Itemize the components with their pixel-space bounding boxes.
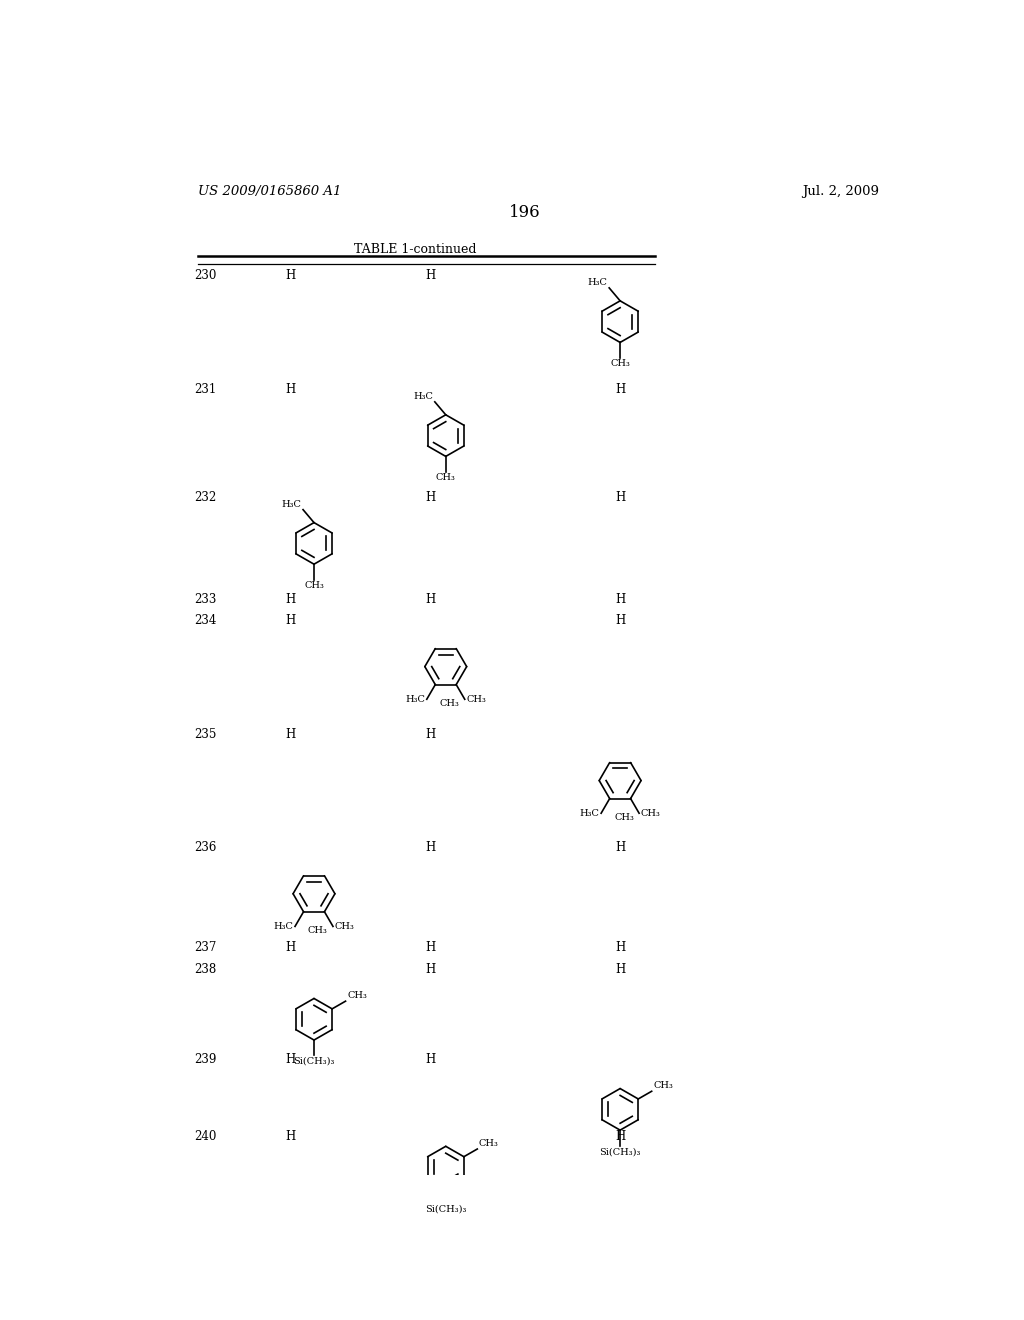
- Text: H₃C: H₃C: [273, 921, 294, 931]
- Text: 231: 231: [194, 383, 216, 396]
- Text: H: H: [615, 1130, 626, 1143]
- Text: H₃C: H₃C: [282, 500, 301, 510]
- Text: Si(CH₃)₃: Si(CH₃)₃: [599, 1147, 641, 1156]
- Text: 240: 240: [194, 1130, 216, 1143]
- Text: 196: 196: [509, 203, 541, 220]
- Text: H: H: [286, 941, 296, 954]
- Text: CH₃: CH₃: [610, 359, 630, 368]
- Text: H: H: [615, 614, 626, 627]
- Text: H₃C: H₃C: [588, 279, 607, 288]
- Text: H: H: [286, 1130, 296, 1143]
- Text: 238: 238: [194, 962, 216, 975]
- Text: H: H: [286, 269, 296, 282]
- Text: H₃C: H₃C: [406, 694, 425, 704]
- Text: CH₃: CH₃: [653, 1081, 673, 1090]
- Text: Si(CH₃)₃: Si(CH₃)₃: [425, 1205, 467, 1214]
- Text: CH₃: CH₃: [347, 991, 367, 1001]
- Text: CH₃: CH₃: [614, 813, 634, 822]
- Text: CH₃: CH₃: [466, 694, 486, 704]
- Text: CH₃: CH₃: [308, 927, 328, 935]
- Text: CH₃: CH₃: [436, 474, 456, 482]
- Text: US 2009/0165860 A1: US 2009/0165860 A1: [198, 185, 341, 198]
- Text: Jul. 2, 2009: Jul. 2, 2009: [802, 185, 880, 198]
- Text: TABLE 1-continued: TABLE 1-continued: [353, 243, 476, 256]
- Text: 230: 230: [194, 269, 216, 282]
- Text: H: H: [425, 1053, 435, 1065]
- Text: H: H: [286, 593, 296, 606]
- Text: H: H: [286, 1053, 296, 1065]
- Text: H: H: [615, 962, 626, 975]
- Text: 239: 239: [194, 1053, 216, 1065]
- Text: H: H: [286, 383, 296, 396]
- Text: H: H: [425, 727, 435, 741]
- Text: CH₃: CH₃: [479, 1139, 499, 1148]
- Text: 234: 234: [194, 614, 216, 627]
- Text: H: H: [425, 593, 435, 606]
- Text: H: H: [615, 383, 626, 396]
- Text: 233: 233: [194, 593, 216, 606]
- Text: H: H: [425, 841, 435, 854]
- Text: H₃C: H₃C: [580, 809, 600, 817]
- Text: H: H: [615, 491, 626, 504]
- Text: H: H: [286, 727, 296, 741]
- Text: CH₃: CH₃: [439, 700, 460, 708]
- Text: 235: 235: [194, 727, 216, 741]
- Text: H: H: [425, 491, 435, 504]
- Text: H: H: [615, 841, 626, 854]
- Text: H: H: [615, 941, 626, 954]
- Text: H: H: [615, 593, 626, 606]
- Text: Si(CH₃)₃: Si(CH₃)₃: [293, 1057, 335, 1067]
- Text: H₃C: H₃C: [414, 392, 433, 401]
- Text: H: H: [425, 941, 435, 954]
- Text: H: H: [425, 962, 435, 975]
- Text: CH₃: CH₃: [304, 581, 324, 590]
- Text: CH₃: CH₃: [641, 809, 660, 817]
- Text: 237: 237: [194, 941, 216, 954]
- Text: H: H: [425, 269, 435, 282]
- Text: 236: 236: [194, 841, 216, 854]
- Text: H: H: [286, 614, 296, 627]
- Text: CH₃: CH₃: [335, 921, 354, 931]
- Text: 232: 232: [194, 491, 216, 504]
